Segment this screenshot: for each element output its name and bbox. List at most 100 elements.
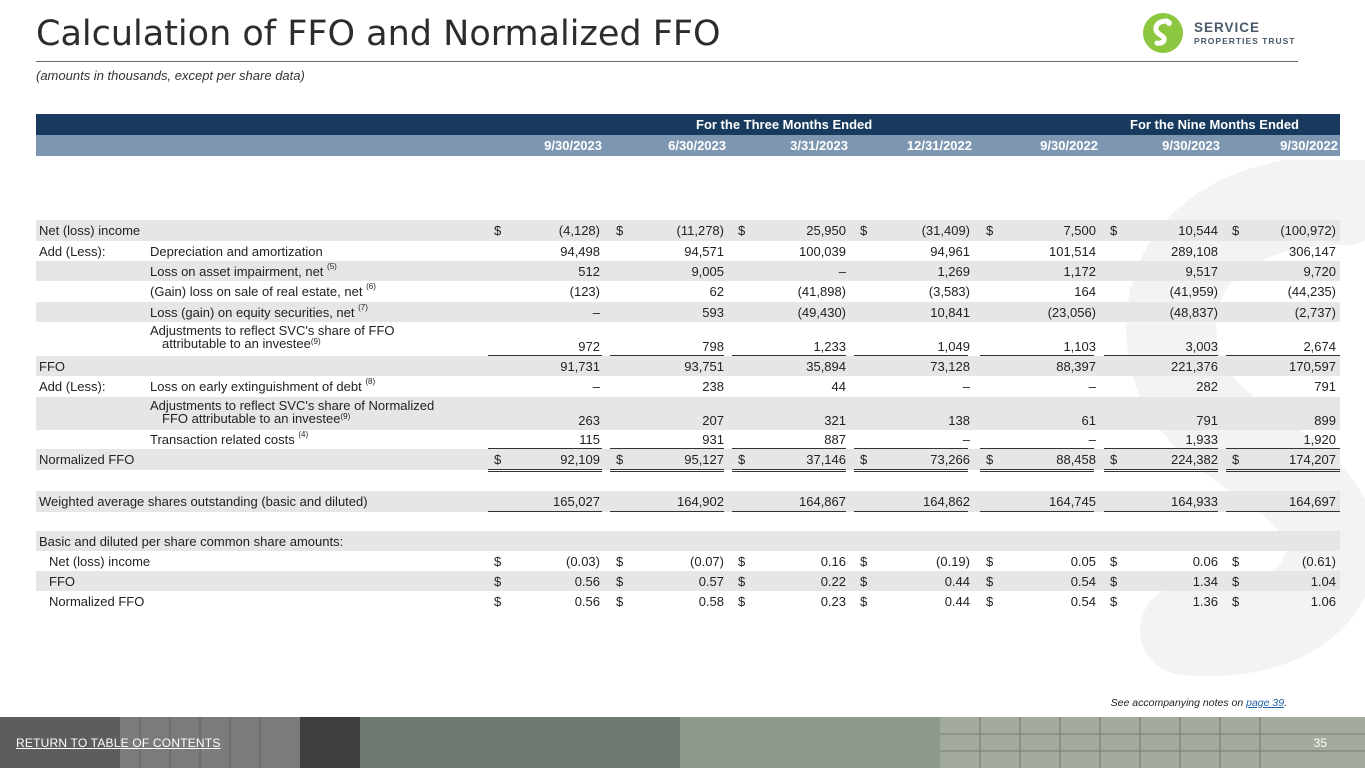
total-underline: [980, 511, 1094, 512]
value-col-2: (0.07): [690, 554, 724, 569]
table-row-ps-nffo: Normalized FFO $0.56 $0.58 $0.23 $0.44 $0.54 $…: [36, 591, 1340, 612]
value-col-4: (0.19): [936, 554, 970, 569]
table-row-ffo: FFO 91,731 93,751 35,894 73,128 88,397 221,376…: [36, 356, 1340, 376]
value-col-4: 1,269: [937, 264, 970, 279]
notes-page-link[interactable]: page 39: [1246, 697, 1285, 709]
table-row-impairment: Loss on asset impairment, net (5) 512 9,00…: [36, 261, 1340, 281]
total-underline: [610, 448, 724, 449]
double-underline: [980, 471, 1094, 472]
value-col-3: 1,233: [813, 339, 846, 354]
currency-symbol: $: [494, 554, 502, 569]
value-col-4: 0.44: [944, 574, 970, 589]
value-col-6: 10,544: [1178, 223, 1218, 238]
value-col-6: 282: [1196, 379, 1218, 394]
value-col-5: –: [1088, 379, 1096, 394]
value-col-5: 1,103: [1063, 339, 1096, 354]
row-label-line2-text: FFO attributable to an investee: [162, 411, 341, 426]
value-col-5: 164,745: [1049, 494, 1096, 509]
value-col-3: 35,894: [806, 359, 846, 374]
header-date-col-7: 9/30/2022: [1280, 138, 1338, 153]
total-underline: [488, 355, 602, 356]
row-label: Depreciation and amortization: [150, 244, 323, 259]
header-date-col-5: 9/30/2022: [1040, 138, 1098, 153]
total-underline: [732, 448, 846, 449]
value-col-3: 321: [824, 413, 846, 428]
value-col-4: 94,961: [930, 244, 970, 259]
row-label-text: Weighted average shares outstanding (bas…: [39, 494, 368, 509]
footnote-ref: (8): [365, 377, 376, 386]
table-row-transaction: Transaction related costs (4) 115 931 887 – –…: [36, 430, 1340, 449]
total-underline: [732, 355, 846, 356]
currency-symbol: $: [738, 452, 746, 467]
double-underline: [1226, 471, 1340, 472]
total-underline: [732, 469, 846, 470]
value-col-7: 9,720: [1303, 264, 1336, 279]
value-col-3: 164,867: [799, 494, 846, 509]
header-date-col-1: 9/30/2023: [544, 138, 602, 153]
row-label: Loss (gain) on equity securities, net (7…: [150, 303, 368, 320]
row-label-text: (Gain) loss on sale of real estate, net: [150, 284, 363, 299]
total-underline: [980, 355, 1094, 356]
value-col-4: –: [962, 432, 970, 447]
row-label: Net (loss) income: [49, 554, 150, 569]
value-col-1: 512: [578, 264, 600, 279]
value-col-6: 0.06: [1192, 554, 1218, 569]
currency-symbol: $: [494, 223, 502, 238]
logo-text-line1: SERVICE: [1194, 19, 1261, 35]
value-col-6: 164,933: [1171, 494, 1218, 509]
value-col-3: 0.16: [820, 554, 846, 569]
value-col-6: 224,382: [1171, 452, 1218, 467]
value-col-1: (0.03): [566, 554, 600, 569]
value-col-5: 101,514: [1049, 244, 1096, 259]
value-col-2: 931: [702, 432, 724, 447]
row-label: FFO: [39, 359, 65, 374]
value-col-1: –: [592, 379, 600, 394]
row-label-text: Loss (gain) on equity securities, net: [150, 305, 355, 320]
value-col-7: 1,920: [1303, 432, 1336, 447]
value-col-6: 791: [1196, 413, 1218, 428]
row-group-label: Add (Less):: [39, 244, 106, 259]
row-group-label: Add (Less):: [39, 379, 106, 394]
value-col-4: (31,409): [921, 223, 970, 238]
value-col-1: –: [592, 305, 600, 320]
return-to-toc-link[interactable]: RETURN TO TABLE OF CONTENTS: [16, 736, 221, 750]
value-col-5: 164: [1074, 284, 1096, 299]
value-col-7: (44,235): [1287, 284, 1336, 299]
currency-symbol: $: [1110, 574, 1118, 589]
value-col-2: 93,751: [684, 359, 724, 374]
row-label: Weighted average shares outstanding (bas…: [39, 494, 368, 509]
total-underline: [854, 469, 968, 470]
value-col-3: 100,039: [799, 244, 846, 259]
value-col-5: 7,500: [1063, 223, 1096, 238]
double-underline: [854, 471, 968, 472]
currency-symbol: $: [1110, 223, 1118, 238]
value-col-4: 73,266: [930, 452, 970, 467]
table-row-adj-ffo: Adjustments to reflect SVC's share of FF…: [36, 322, 1340, 356]
value-col-3: 25,950: [806, 223, 846, 238]
table-row-ps-net-income: Net (loss) income $ (0.03) $ (0.07) $0.16 $ (0.…: [36, 551, 1340, 571]
total-underline: [1104, 355, 1218, 356]
value-col-7: 1.04: [1310, 574, 1336, 589]
footnote-ref: (5): [327, 262, 337, 271]
currency-symbol: $: [1232, 574, 1240, 589]
value-col-1: 263: [578, 413, 600, 428]
value-col-7: 2,674: [1303, 339, 1336, 354]
currency-symbol: $: [860, 594, 868, 609]
value-col-4: 10,841: [930, 305, 970, 320]
value-col-3: 0.23: [820, 594, 846, 609]
total-underline: [610, 511, 724, 512]
value-col-7: 170,597: [1289, 359, 1336, 374]
value-col-3: 887: [824, 432, 846, 447]
value-col-5: 88,458: [1056, 452, 1096, 467]
currency-symbol: $: [986, 452, 994, 467]
table-header-dates: 9/30/2023 6/30/2023 3/31/2023 12/31/2022 9/3…: [36, 135, 1340, 156]
value-col-3: 37,146: [806, 452, 846, 467]
value-col-3: –: [838, 264, 846, 279]
value-col-7: 306,147: [1289, 244, 1336, 259]
value-col-2: 95,127: [684, 452, 724, 467]
value-col-6: 1.34: [1192, 574, 1218, 589]
value-col-1: 94,498: [560, 244, 600, 259]
currency-symbol: $: [860, 223, 868, 238]
table-row-normalized-ffo: Normalized FFO $92,109 $95,127 $37,146 $73,2…: [36, 449, 1340, 472]
header-date-col-3: 3/31/2023: [790, 138, 848, 153]
